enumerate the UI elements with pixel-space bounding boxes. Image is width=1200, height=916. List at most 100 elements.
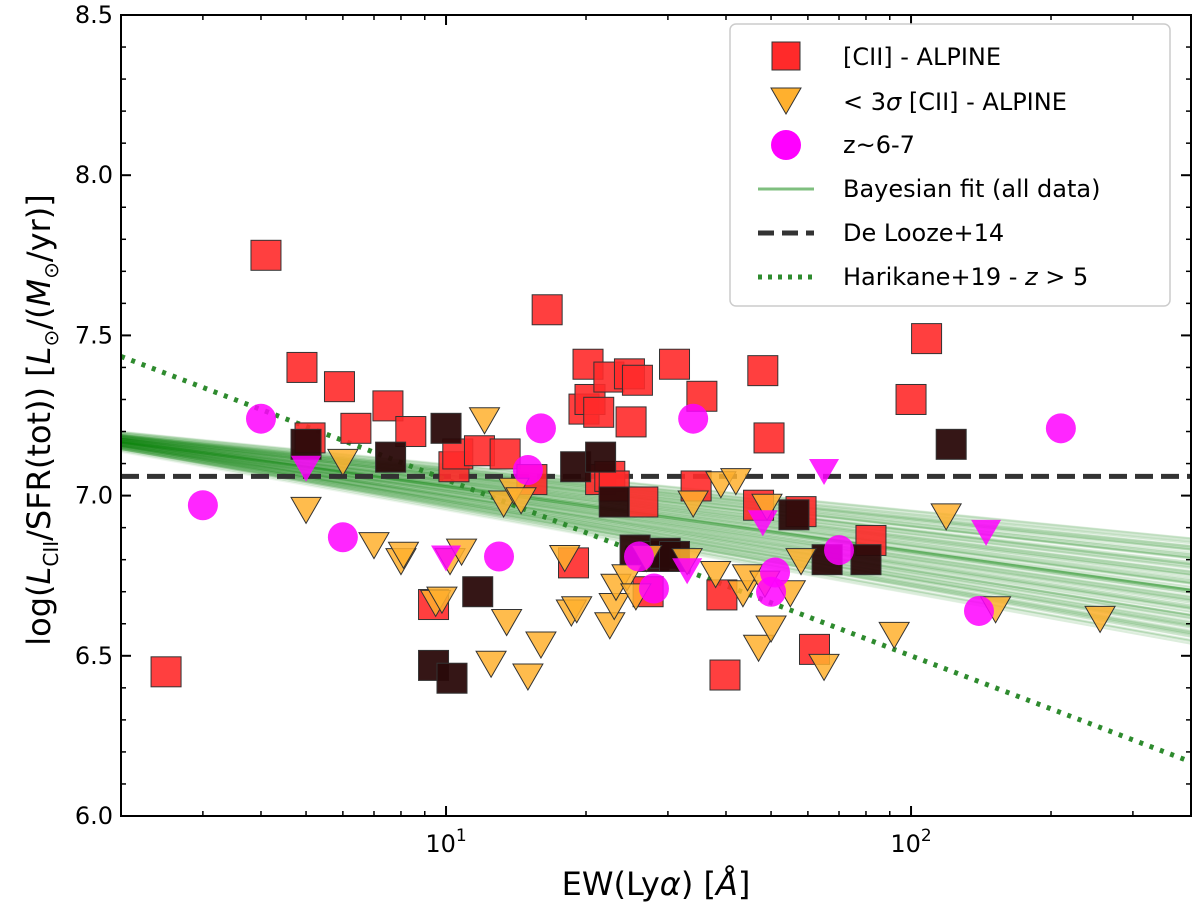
legend-marker-z67 [771,130,801,160]
data-point-square [627,486,659,518]
fit-sample-line [121,444,1191,625]
data-point-square [436,662,468,694]
data-point-triangle [747,510,778,537]
fit-sample-line [121,442,1191,607]
data-point-triangle [1084,605,1116,634]
fit-sample-line [121,441,1191,609]
axis-ticks: 6.0 6.5 7.0 7.5 8.0 8.5 101 102 [75,1,1191,858]
data-point-triangle [468,407,501,435]
fit-sample-line [121,443,1191,629]
data-point-square [621,364,653,396]
fit-sample-line [121,444,1191,614]
legend-label-cii: [CII] - ALPINE [843,43,1001,71]
fit-sample-line [121,443,1191,617]
fit-sample-line [121,442,1191,613]
data-point-triangle [290,496,322,525]
data-point-circle [187,490,218,521]
x-tick-label: 101 [425,826,466,858]
data-point-square [747,355,779,387]
data-point-square [709,659,741,691]
fit-sample-line [121,445,1191,623]
plot-frame [120,14,1192,817]
data-point-circle [963,595,994,626]
data-point-triangle [387,541,420,570]
fit-sample-line [121,444,1191,601]
fit-sample-line [121,444,1191,617]
data-point-triangle [560,596,593,624]
x-tick-label: 102 [890,826,931,858]
data-point-triangle [672,558,703,585]
fit-sample-line [121,441,1191,617]
fit-sample-line [121,441,1191,617]
fit-sample-line [121,441,1191,625]
data-point-square [583,396,615,428]
y-tick-label: 7.5 [75,321,113,349]
fit-sample-line [121,444,1191,603]
data-point-circle [245,403,276,434]
data-point-triangle [699,560,732,589]
y-tick-label: 6.0 [75,802,113,830]
fit-sample-line [121,444,1191,620]
data-point-triangle [677,490,710,519]
data-point-circle [1045,413,1076,444]
fit-sample-line [121,445,1191,627]
data-points [150,239,1116,694]
y-tick-label: 8.0 [75,161,113,189]
fit-sample-line [121,442,1191,606]
data-point-triangle [291,455,322,482]
data-point-circle [760,557,791,588]
data-point-circle [623,541,654,572]
data-point-triangle [475,650,507,679]
data-point-triangle [808,653,840,682]
data-point-square [850,544,882,576]
data-point-circle [824,535,855,566]
data-point-triangle [719,468,752,496]
data-point-square [911,323,943,355]
data-point-triangle [512,663,544,692]
data-point-triangle [878,621,911,650]
data-point-triangle [426,586,458,615]
fit-sample-line [121,443,1191,621]
fit-sample-line [121,442,1191,611]
data-point-square [375,441,407,473]
data-point-triangle [548,544,581,573]
fit-sample-line [121,444,1191,616]
data-point-square [531,294,563,326]
legend-marker-cii [771,41,801,71]
fit-sample-line [121,444,1191,616]
data-point-square [430,412,462,444]
legend-marker-upper [770,87,802,116]
fit-sample-line [121,444,1191,609]
legend-box [729,23,1171,307]
data-point-triangle [785,548,817,576]
y-tick-label: 6.5 [75,642,113,670]
fit-sample-line [121,446,1191,618]
data-point-square [340,412,372,444]
fit-sample-line [121,445,1191,623]
data-point-square [598,486,630,518]
fit-sample-line [121,444,1191,628]
data-point-circle [525,413,556,444]
data-point-triangle [358,532,390,560]
y-tick-label: 8.5 [75,1,113,29]
data-point-circle [484,541,515,572]
data-point-square [372,390,404,422]
fit-sample-line [121,447,1191,620]
legend-label-z67: z~6-7 [843,131,915,159]
fit-sample-line [121,447,1191,626]
data-point-square [463,435,495,467]
fit-sample-line [121,444,1191,629]
data-point-square [290,428,322,460]
fit-sample-line [121,442,1191,613]
fit-sample-line [121,443,1191,611]
fit-sample-line [121,442,1191,624]
fit-sample-line [121,445,1191,619]
data-point-square [323,371,355,403]
fit-sample-line [121,441,1191,616]
data-point-square [615,406,647,438]
fit-sample-line [121,446,1191,626]
data-point-square [395,416,427,448]
data-point-square [895,383,927,415]
data-point-triangle [490,609,523,637]
